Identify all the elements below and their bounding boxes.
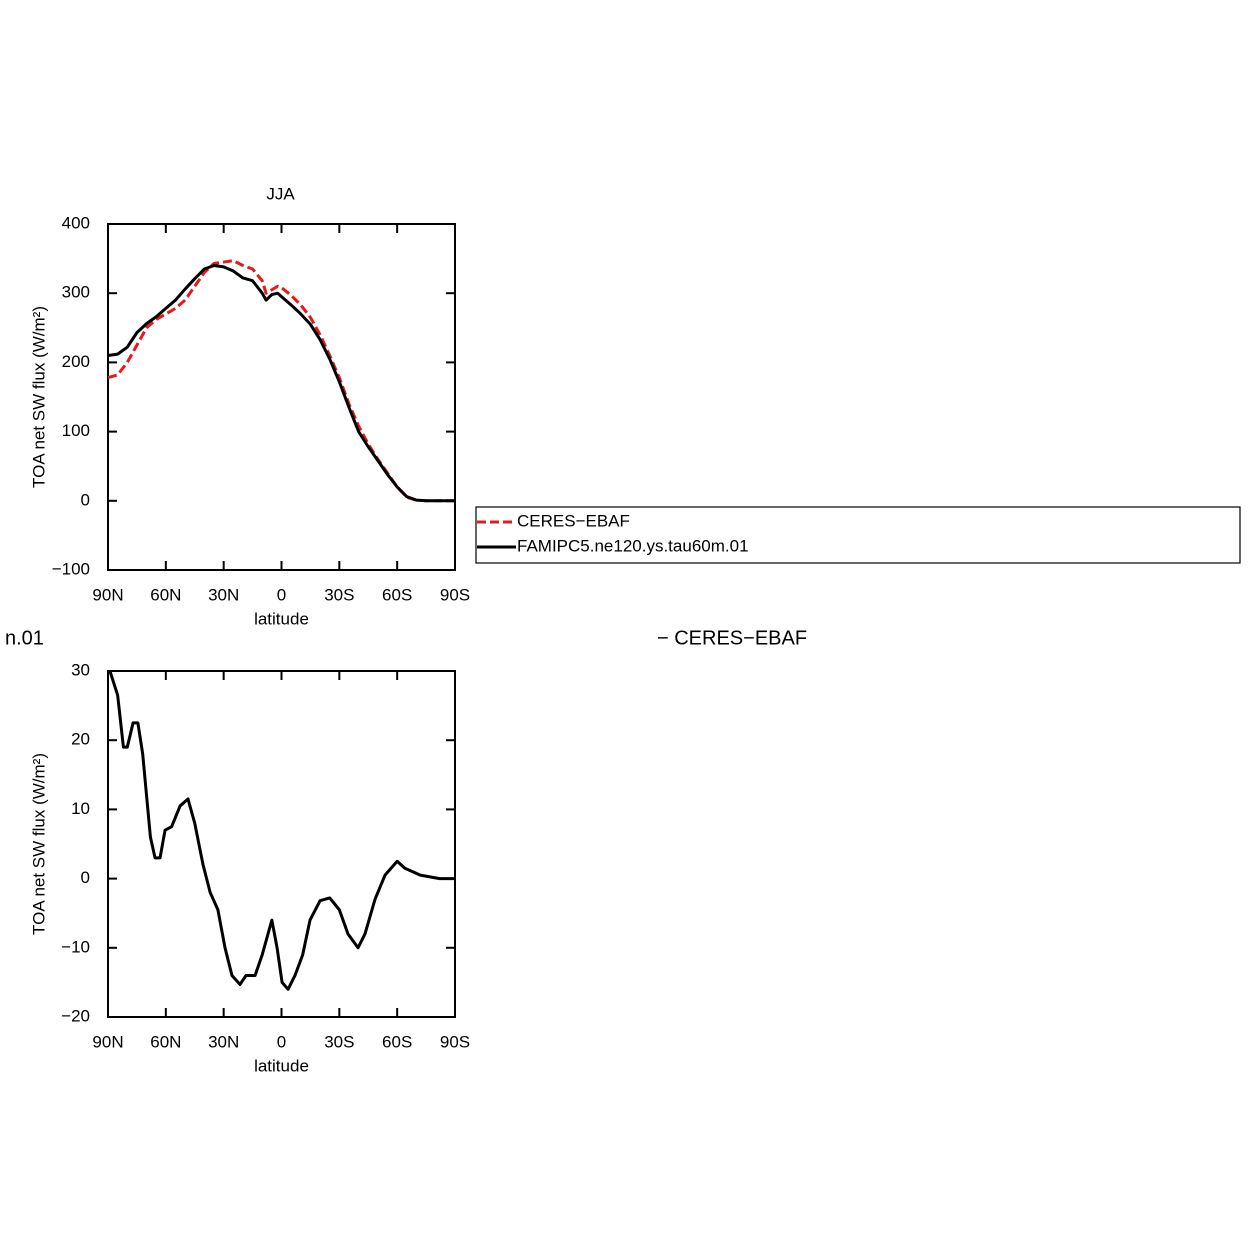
y-tick-label: −10	[61, 937, 90, 956]
x-tick-label: 90N	[92, 1032, 123, 1051]
x-tick-label: 30S	[324, 585, 354, 604]
y-tick-label: 300	[62, 283, 90, 302]
x-tick-label: 30N	[208, 585, 239, 604]
legend-label: FAMIPC5.ne120.ys.tau60m.01	[517, 536, 749, 555]
x-tick-label: 60S	[382, 585, 412, 604]
x-tick-label: 0	[277, 585, 286, 604]
chart-title: JJA	[266, 184, 295, 203]
y-tick-label: 100	[62, 421, 90, 440]
plot-frame	[107, 223, 456, 571]
y-axis-label: TOA net SW flux (W/m²)	[29, 753, 48, 935]
plot-frame	[107, 670, 456, 1018]
y-tick-label: −100	[52, 559, 90, 578]
annotation: − CERES−EBAF	[657, 627, 807, 649]
series-line	[107, 264, 455, 503]
x-tick-label: 30N	[208, 1032, 239, 1051]
x-tick-label: 60N	[150, 585, 181, 604]
y-tick-label: 200	[62, 352, 90, 371]
annotation: n.01	[5, 627, 44, 649]
y-tick-label: 20	[71, 730, 90, 749]
x-axis-label: latitude	[254, 609, 309, 628]
x-tick-label: 60S	[382, 1032, 412, 1051]
series-line	[108, 670, 455, 991]
x-tick-label: 90S	[440, 1032, 470, 1051]
y-tick-label: 30	[71, 660, 90, 679]
legend-box	[475, 506, 1241, 564]
x-tick-label: 30S	[324, 1032, 354, 1051]
y-tick-label: 0	[81, 868, 90, 887]
legend-label: CERES−EBAF	[517, 511, 630, 530]
x-tick-label: 90N	[92, 585, 123, 604]
y-axis-label: TOA net SW flux (W/m²)	[29, 306, 48, 488]
y-tick-label: 0	[81, 490, 90, 509]
y-tick-label: 400	[62, 213, 90, 232]
x-tick-label: 0	[277, 1032, 286, 1051]
x-tick-label: 60N	[150, 1032, 181, 1051]
y-tick-label: −20	[61, 1006, 90, 1025]
x-tick-label: 90S	[440, 585, 470, 604]
x-axis-label: latitude	[254, 1056, 309, 1075]
y-tick-label: 10	[71, 799, 90, 818]
